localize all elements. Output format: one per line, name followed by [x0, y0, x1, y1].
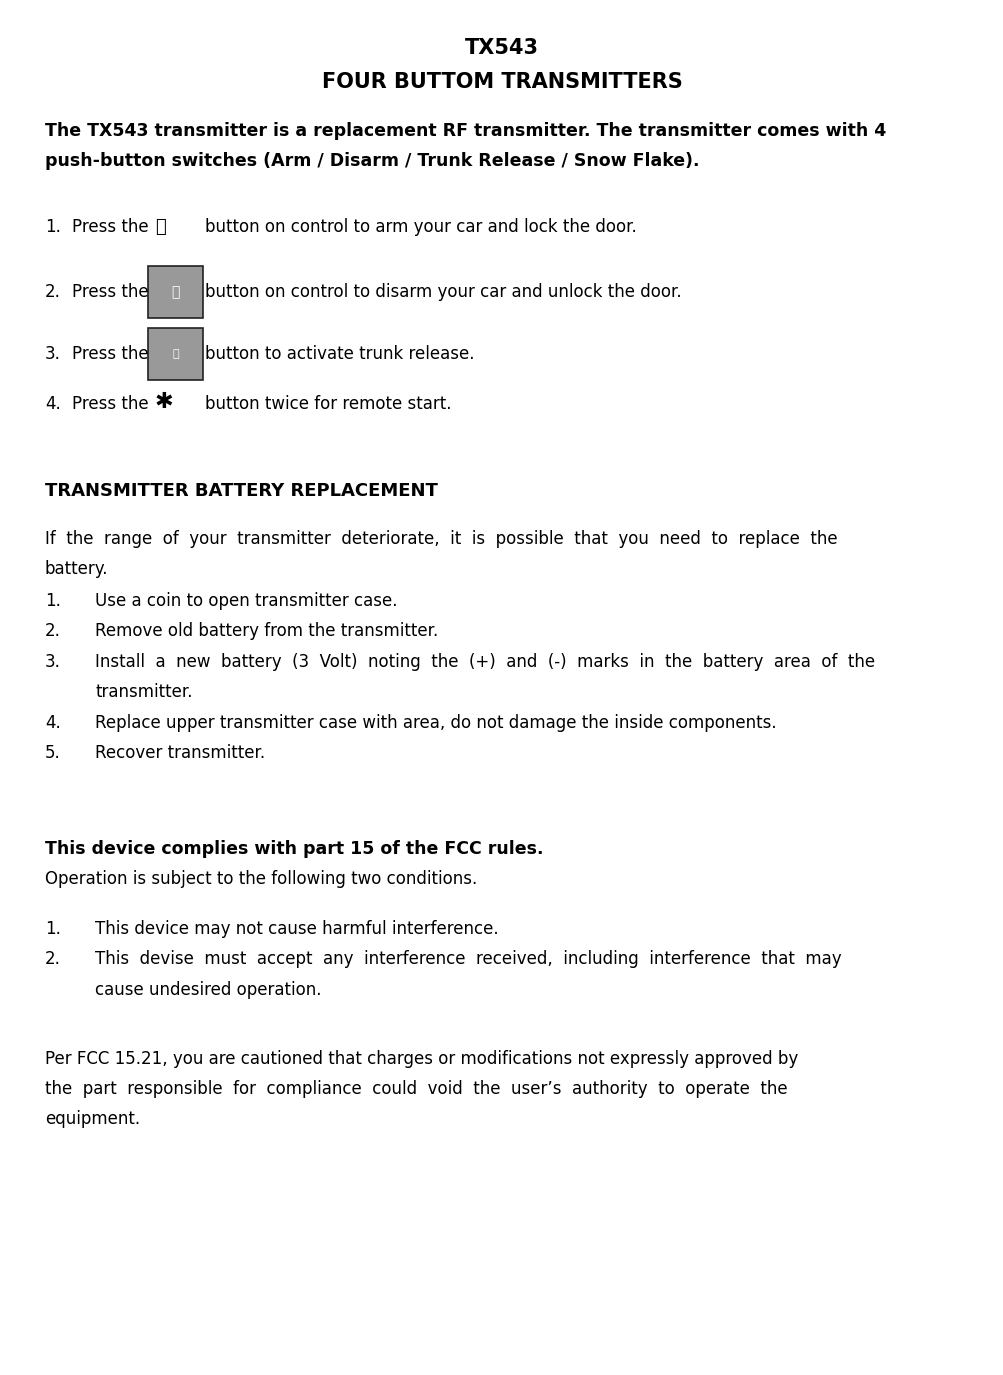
Text: 🔓: 🔓: [172, 285, 180, 298]
FancyBboxPatch shape: [147, 265, 203, 318]
Text: This  devise  must  accept  any  interference  received,  including  interferenc: This devise must accept any interference…: [95, 950, 841, 968]
Text: This device may not cause harmful interference.: This device may not cause harmful interf…: [95, 920, 498, 938]
Text: Replace upper transmitter case with area, do not damage the inside components.: Replace upper transmitter case with area…: [95, 714, 776, 732]
Text: Install  a  new  battery  (3  Volt)  noting  the  (+)  and  (-)  marks  in  the : Install a new battery (3 Volt) noting th…: [95, 653, 875, 671]
Text: Press the: Press the: [72, 219, 148, 236]
Text: 2.: 2.: [45, 950, 61, 968]
Text: cause undesired operation.: cause undesired operation.: [95, 980, 321, 1000]
Text: Press the: Press the: [72, 283, 148, 301]
Text: 🚗: 🚗: [173, 349, 179, 359]
Text: Press the: Press the: [72, 395, 148, 412]
Text: 1.: 1.: [45, 593, 61, 610]
Text: push-button switches (Arm / Disarm / Trunk Release / Snow Flake).: push-button switches (Arm / Disarm / Tru…: [45, 153, 699, 170]
Text: button on control to arm your car and lock the door.: button on control to arm your car and lo…: [205, 219, 636, 236]
Text: The TX543 transmitter is a replacement RF transmitter. The transmitter comes wit: The TX543 transmitter is a replacement R…: [45, 122, 886, 140]
Text: 1.: 1.: [45, 219, 61, 236]
Text: 4.: 4.: [45, 714, 61, 732]
Text: Use a coin to open transmitter case.: Use a coin to open transmitter case.: [95, 593, 397, 610]
Text: the  part  responsible  for  compliance  could  void  the  user’s  authority  to: the part responsible for compliance coul…: [45, 1079, 786, 1099]
Text: 🔒: 🔒: [154, 219, 165, 236]
Text: TX543: TX543: [464, 38, 539, 58]
Text: 3.: 3.: [45, 345, 61, 363]
Text: Remove old battery from the transmitter.: Remove old battery from the transmitter.: [95, 623, 438, 641]
Text: Operation is subject to the following two conditions.: Operation is subject to the following tw…: [45, 870, 476, 888]
Text: 2.: 2.: [45, 283, 61, 301]
Text: Per FCC 15.21, you are cautioned that charges or modifications not expressly app: Per FCC 15.21, you are cautioned that ch…: [45, 1050, 797, 1068]
Text: battery.: battery.: [45, 560, 108, 578]
Text: equipment.: equipment.: [45, 1110, 140, 1127]
Text: 3.: 3.: [45, 653, 61, 671]
FancyBboxPatch shape: [147, 329, 203, 380]
Text: 4.: 4.: [45, 395, 61, 412]
Text: 2.: 2.: [45, 623, 61, 641]
Text: Press the: Press the: [72, 345, 148, 363]
Text: 1.: 1.: [45, 920, 61, 938]
Text: 5.: 5.: [45, 744, 61, 763]
Text: This device complies with part 15 of the FCC rules.: This device complies with part 15 of the…: [45, 840, 543, 858]
Text: transmitter.: transmitter.: [95, 683, 193, 701]
Text: FOUR BUTTOM TRANSMITTERS: FOUR BUTTOM TRANSMITTERS: [321, 72, 682, 92]
Text: If  the  range  of  your  transmitter  deteriorate,  it  is  possible  that  you: If the range of your transmitter deterio…: [45, 529, 837, 549]
Text: ✱: ✱: [154, 392, 174, 412]
Text: Recover transmitter.: Recover transmitter.: [95, 744, 265, 763]
Text: button twice for remote start.: button twice for remote start.: [205, 395, 451, 412]
Text: button on control to disarm your car and unlock the door.: button on control to disarm your car and…: [205, 283, 681, 301]
Text: button to activate trunk release.: button to activate trunk release.: [205, 345, 474, 363]
Text: TRANSMITTER BATTERY REPLACEMENT: TRANSMITTER BATTERY REPLACEMENT: [45, 483, 437, 500]
